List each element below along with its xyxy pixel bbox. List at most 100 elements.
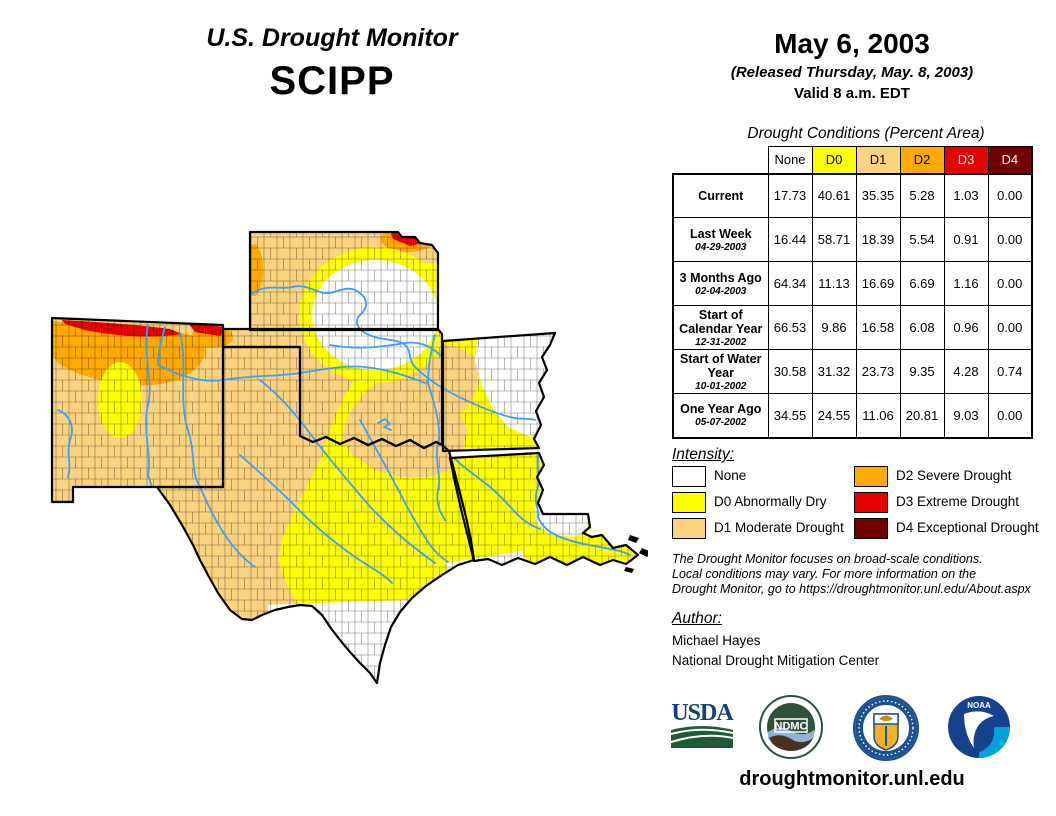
row-date: 12-31-2002 bbox=[695, 336, 747, 348]
disclaimer-line: Local conditions may vary. For more info… bbox=[672, 567, 977, 581]
cell-value: 34.55 bbox=[767, 393, 813, 439]
legend-label: D0 Abnormally Dry bbox=[714, 494, 827, 509]
release-info: May 6, 2003 (Released Thursday, May. 8, … bbox=[672, 28, 1032, 102]
row-date: 02-04-2003 bbox=[695, 285, 747, 297]
footer-url-link[interactable]: droughtmonitor.unl.edu bbox=[739, 768, 965, 790]
river-colorado-tx bbox=[239, 454, 393, 584]
legend-heading: Intensity: bbox=[672, 446, 735, 463]
legend-swatch-none bbox=[672, 466, 706, 487]
table-row: Start of Water Year 10-01-2002 30.58 31.3… bbox=[672, 349, 1033, 394]
cell-value: 31.32 bbox=[811, 349, 857, 394]
drought-conditions-table: None D0 D1 D2 D3 D4 Current 17.73 40.61 … bbox=[672, 146, 1033, 439]
col-header-d1: D1 bbox=[855, 146, 901, 174]
title-block: U.S. Drought Monitor SCIPP bbox=[132, 24, 532, 104]
cell-value: 20.81 bbox=[899, 393, 945, 439]
cell-value: 66.53 bbox=[767, 305, 813, 350]
river-pecos bbox=[179, 332, 256, 568]
cell-value: 11.06 bbox=[855, 393, 901, 439]
disclaimer-line: Drought Monitor, go to https://droughtmo… bbox=[672, 582, 1031, 596]
cell-value: 17.73 bbox=[767, 172, 813, 218]
row-label: Start of Calendar Year bbox=[679, 307, 763, 336]
river-brazos bbox=[259, 379, 436, 564]
row-label: Start of Water Year bbox=[680, 351, 762, 380]
valid-line: Valid 8 a.m. EDT bbox=[794, 85, 910, 102]
cell-value: 6.69 bbox=[899, 261, 945, 306]
author-heading: Author: bbox=[672, 610, 722, 627]
svg-text:NDMC: NDMC bbox=[775, 721, 808, 733]
state-new-mexico bbox=[50, 316, 225, 504]
row-date: 10-01-2002 bbox=[695, 380, 747, 392]
page-title: U.S. Drought Monitor bbox=[206, 24, 458, 52]
cell-value: 16.44 bbox=[767, 217, 813, 262]
river-rio-grande bbox=[145, 324, 153, 488]
lake-texoma bbox=[377, 418, 392, 431]
released-line: (Released Thursday, May. 8, 2003) bbox=[730, 64, 974, 81]
river-trinity bbox=[359, 419, 449, 563]
legend-label: D2 Severe Drought bbox=[896, 468, 1012, 483]
region-title: SCIPP bbox=[269, 59, 395, 103]
row-date: 04-29-2003 bbox=[695, 241, 747, 253]
cell-value: 0.74 bbox=[987, 349, 1033, 394]
table-row: Start of Calendar Year 12-31-2002 66.53 9… bbox=[672, 305, 1033, 350]
state-louisiana bbox=[448, 451, 640, 567]
cell-value: 16.58 bbox=[855, 305, 901, 350]
cell-value: 40.61 bbox=[811, 172, 857, 218]
cell-value: 6.08 bbox=[899, 305, 945, 350]
cell-value: 0.00 bbox=[987, 261, 1033, 306]
commerce-seal-icon bbox=[853, 695, 919, 761]
cell-value: 9.35 bbox=[899, 349, 945, 394]
cell-value: 0.00 bbox=[987, 217, 1033, 262]
cell-value: 18.39 bbox=[855, 217, 901, 262]
legend-swatch-d0 bbox=[672, 492, 706, 513]
map-date: May 6, 2003 bbox=[774, 28, 930, 59]
noaa-logo-icon: NOAA bbox=[948, 696, 1010, 758]
legend-swatch-d3 bbox=[854, 492, 888, 513]
river-gila bbox=[57, 409, 73, 478]
cell-value: 0.00 bbox=[987, 172, 1033, 218]
state-texas bbox=[155, 345, 476, 685]
cell-value: 24.55 bbox=[811, 393, 857, 439]
col-header-none: None bbox=[767, 146, 813, 174]
cell-value: 16.69 bbox=[855, 261, 901, 306]
legend-swatch-d1 bbox=[672, 518, 706, 539]
cell-value: 0.96 bbox=[943, 305, 989, 350]
cell-value: 0.00 bbox=[987, 393, 1033, 439]
cell-value: 1.16 bbox=[943, 261, 989, 306]
rivers bbox=[57, 285, 631, 584]
legend-label: D1 Moderate Drought bbox=[714, 520, 844, 535]
coastal-islands bbox=[624, 535, 651, 573]
col-header-d4: D4 bbox=[987, 146, 1033, 174]
cell-value: 0.00 bbox=[987, 305, 1033, 350]
author-name: Michael Hayes bbox=[672, 633, 761, 648]
table-row: Last Week 04-29-2003 16.44 58.71 18.39 5.… bbox=[672, 217, 1033, 262]
table-row: One Year Ago 05-07-2002 34.55 24.55 11.06… bbox=[672, 393, 1033, 439]
row-label: One Year Ago bbox=[680, 402, 762, 417]
river-arkansas bbox=[249, 285, 536, 421]
river-mississippi bbox=[534, 452, 631, 556]
col-header-d2: D2 bbox=[899, 146, 945, 174]
legend-label: D4 Exceptional Drought bbox=[896, 520, 1039, 535]
scipp-drought-map-svg bbox=[50, 230, 651, 685]
cell-value: 64.34 bbox=[767, 261, 813, 306]
row-date: 05-07-2002 bbox=[695, 417, 747, 429]
legend-label: None bbox=[714, 468, 747, 483]
river-canadian bbox=[157, 326, 426, 384]
table-header-row: None D0 D1 D2 D3 D4 bbox=[673, 146, 1033, 174]
cell-value: 23.73 bbox=[855, 349, 901, 394]
river-red-louisiana bbox=[448, 452, 541, 530]
table-caption: Drought Conditions (Percent Area) bbox=[747, 125, 985, 142]
legend-swatch-d2 bbox=[854, 466, 888, 487]
state-arkansas bbox=[441, 331, 557, 453]
state-borders bbox=[50, 230, 640, 685]
drought-map bbox=[30, 215, 651, 713]
cell-value: 0.91 bbox=[943, 217, 989, 262]
cell-value: 1.03 bbox=[943, 172, 989, 218]
col-header-d3: D3 bbox=[943, 146, 989, 174]
cell-value: 30.58 bbox=[767, 349, 813, 394]
row-label: Last Week bbox=[689, 226, 752, 241]
disclaimer: The Drought Monitor focuses on broad-sca… bbox=[672, 552, 1052, 597]
cell-value: 35.35 bbox=[855, 172, 901, 218]
legend-label: D3 Extreme Drought bbox=[896, 494, 1020, 509]
ndmc-logo-icon: NDMC bbox=[759, 695, 823, 759]
cell-value: 58.71 bbox=[811, 217, 857, 262]
